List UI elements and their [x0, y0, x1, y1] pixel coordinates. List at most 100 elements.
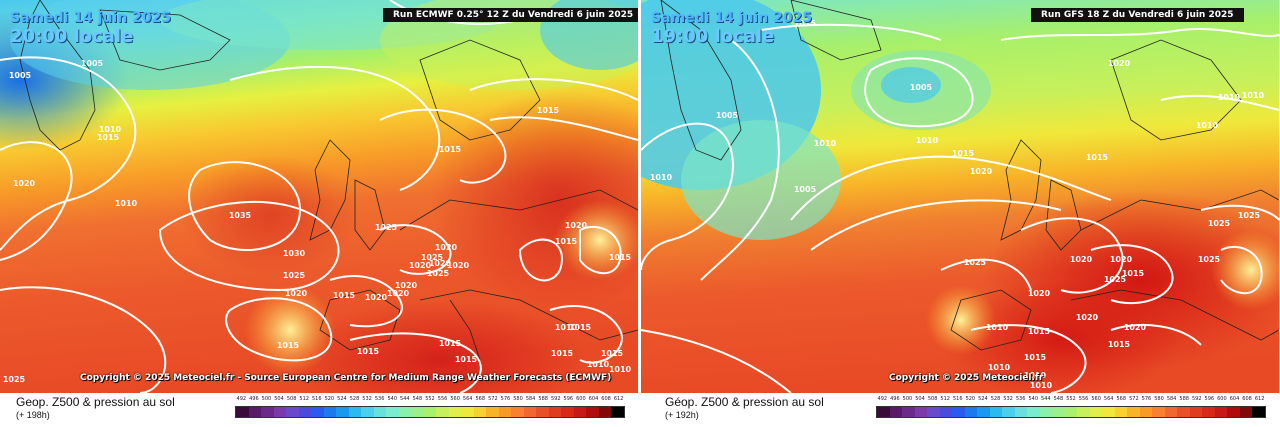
scale-swatch — [1064, 407, 1078, 417]
scale-swatch — [486, 407, 499, 417]
coastlines — [19, 0, 638, 361]
lead-time: (+ 198h) — [16, 410, 50, 420]
scale-tick: 512 — [299, 396, 309, 402]
scale-swatch — [1014, 407, 1028, 417]
scale-swatch — [473, 407, 487, 417]
pressure-label: 1010 — [916, 136, 939, 145]
pressure-label: 1025 — [427, 269, 450, 278]
scale-tick: 584 — [525, 396, 536, 402]
scale-tick: 508 — [286, 396, 297, 402]
scale-swatch — [423, 407, 437, 417]
pressure-label: 1030 — [283, 249, 306, 258]
forecast-date: Samedi 14 juin 2025 — [10, 10, 172, 26]
scale-swatch — [611, 407, 624, 417]
pressure-label: 1020 — [1070, 255, 1093, 264]
pressure-label: 1010 — [1242, 91, 1265, 100]
scale-ticks: 492 496 500 504 508 512 516 520 524 528 532 536 540 5… — [876, 396, 1266, 402]
pressure-label: 1025 — [421, 253, 444, 262]
scale-tick: 544 — [400, 396, 410, 402]
scale-swatch — [386, 407, 399, 417]
pressure-label: 1010 — [1030, 381, 1053, 390]
scale-bar — [235, 406, 625, 418]
scale-swatch — [1202, 407, 1215, 417]
scale-swatch — [889, 407, 903, 417]
scale-swatch — [1139, 407, 1153, 417]
scale-tick: 548 — [412, 396, 423, 402]
pressure-label: 1020 — [13, 179, 36, 188]
pressure-label: 1015 — [439, 339, 462, 348]
pressure-label: 1020 — [365, 293, 388, 302]
scale-tick: 540 — [1028, 396, 1038, 402]
scale-ticks: 492 496 500 504 508 512 516 520 524 528 532 536 540 5… — [235, 396, 625, 402]
scale-swatch — [311, 407, 324, 417]
pressure-label: 1020 — [1028, 289, 1051, 298]
scale-swatch — [561, 407, 574, 417]
ecmwf-map-image — [0, 0, 638, 393]
scale-tick: 528 — [349, 396, 360, 402]
pressure-label: 1010 — [115, 199, 138, 208]
pressure-label: 1005 — [9, 71, 32, 80]
scale-swatch — [336, 407, 349, 417]
scale-tick: 520 — [324, 396, 335, 402]
scale-swatch — [877, 407, 890, 417]
pressure-label: 1020 — [429, 259, 452, 268]
scale-tick: 512 — [940, 396, 950, 402]
scale-tick: 504 — [915, 396, 925, 402]
scale-swatch — [261, 407, 274, 417]
scale-tick: 516 — [952, 396, 963, 402]
scale-tick: 580 — [1154, 396, 1164, 402]
scale-swatch — [1077, 407, 1090, 417]
pressure-label: 1010 — [555, 323, 578, 332]
pressure-label: 1015 — [551, 349, 574, 358]
pressure-label: 1015 — [277, 341, 300, 350]
pressure-label: 1015 — [333, 291, 356, 300]
pressure-label: 1025 — [375, 223, 398, 232]
scale-tick: 544 — [1041, 396, 1051, 402]
pressure-label: 1005 — [81, 59, 104, 68]
scale-tick: 540 — [387, 396, 397, 402]
scale-tick: 612 — [613, 396, 624, 402]
pressure-label: 1015 — [537, 106, 560, 115]
scale-tick: 596 — [563, 396, 574, 402]
pressure-label: 1020 — [387, 289, 410, 298]
pressure-label: 1010 — [986, 323, 1009, 332]
pressure-label: 1010 — [1218, 93, 1241, 102]
isobars — [641, 23, 1279, 393]
scale-tick: 500 — [902, 396, 913, 402]
gfs-map-image — [641, 0, 1279, 393]
pressure-label: 1010 — [650, 173, 673, 182]
scale-tick: 600 — [576, 396, 586, 402]
scale-tick: 532 — [362, 396, 372, 402]
copyright: Copyright © 2025 Meteociel.fr — [889, 373, 1044, 383]
gfs-map: 1015 1005 1010 1005 1010 1010 1005 1015 1020 1020… — [641, 0, 1279, 393]
pressure-label: 1020 — [1108, 59, 1131, 68]
pressure-label: 1015 — [1028, 327, 1051, 336]
scale-swatch — [1227, 407, 1240, 417]
scale-bar — [876, 406, 1266, 418]
pressure-label: 1020 — [285, 289, 308, 298]
pressure-label: 1025 — [283, 271, 306, 280]
ecmwf-pressure-labels: 1005100510101015102010101035103010251020… — [3, 59, 632, 384]
pressure-label: 1020 — [409, 261, 432, 270]
scale-swatch — [964, 407, 978, 417]
scale-tick: 504 — [274, 396, 284, 402]
scale-tick: 580 — [513, 396, 523, 402]
pressure-label: 1015 — [455, 355, 478, 364]
scale-swatch — [323, 407, 337, 417]
scale-swatch — [914, 407, 928, 417]
scale-tick: 608 — [1242, 396, 1252, 402]
pressure-label: 1015 — [1086, 153, 1109, 162]
scale-swatch — [1189, 407, 1203, 417]
pressure-label: 1035 — [229, 211, 252, 220]
pressure-label: 1020 — [447, 261, 470, 270]
scale-tick: 532 — [1003, 396, 1013, 402]
scale-tick: 576 — [1141, 396, 1152, 402]
pressure-label: 1015 — [97, 133, 120, 142]
pressure-label: 1010 — [587, 360, 610, 369]
scale-tick: 548 — [1053, 396, 1064, 402]
scale-swatch — [1152, 407, 1165, 417]
pressure-label: 1025 — [1198, 255, 1221, 264]
scale-tick: 572 — [488, 396, 498, 402]
scale-tick: 568 — [1116, 396, 1127, 402]
pressure-label: 1025 — [1208, 219, 1231, 228]
